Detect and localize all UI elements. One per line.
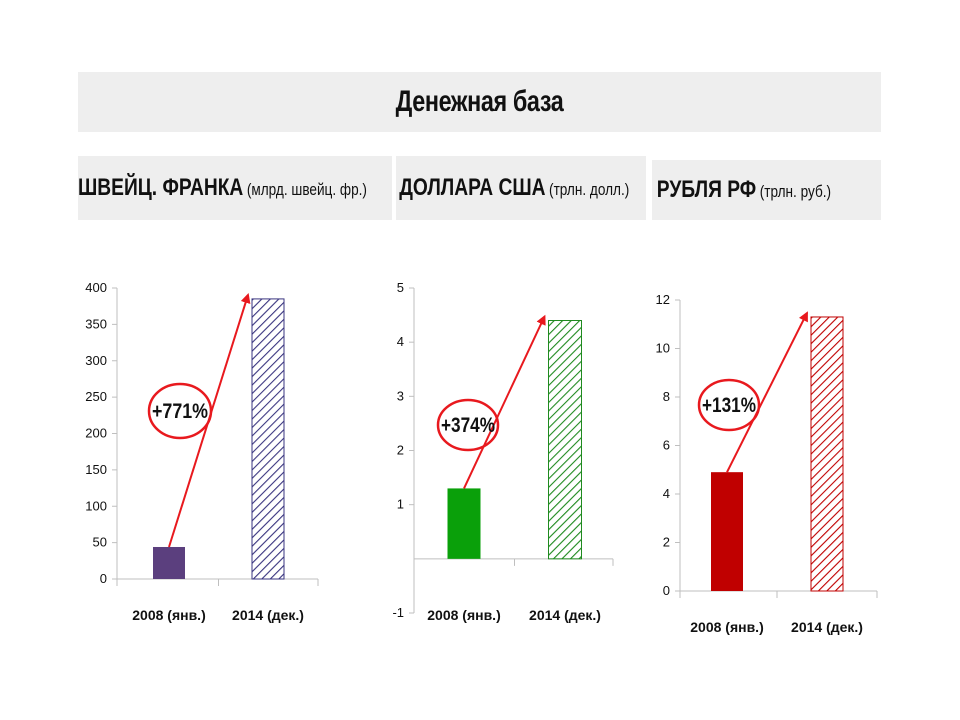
- chart-0-change-label: +771%: [152, 400, 208, 423]
- chart-2-y-tick-label: 12: [656, 292, 670, 307]
- chart-1-bar-0: [447, 488, 481, 559]
- chart-1-bar-1: [548, 320, 582, 560]
- chart-1-y-tick-label: 3: [397, 388, 404, 403]
- chart-2-y-tick-label: 2: [663, 535, 670, 550]
- chart-2-bar-0: [711, 472, 743, 591]
- header-dollar-unit: (трлн. долл.): [549, 180, 630, 199]
- chart-2-x-label: 2008 (янв.): [690, 619, 763, 635]
- header-dollar-label: ДОЛЛАРА США: [399, 174, 546, 201]
- chart-2-y-tick-label: 4: [663, 486, 670, 501]
- chart-1-change-label: +374%: [441, 414, 495, 437]
- header-dollar: ДОЛЛАРА США (трлн. долл.): [396, 156, 646, 220]
- header-franc-unit: (млрд. швейц. фр.): [246, 180, 367, 199]
- chart-1-y-tick-label: 2: [397, 443, 404, 458]
- header-franc-label: ШВЕЙЦ. ФРАНКА: [78, 174, 244, 201]
- chart-0-y-tick-label: 200: [85, 426, 107, 441]
- chart-2-growth-arrow: [726, 311, 808, 473]
- chart-0-x-label: 2014 (дек.): [232, 607, 304, 623]
- chart-0-y-tick-label: 0: [100, 571, 107, 586]
- chart-0-y-tick-label: 100: [85, 498, 107, 513]
- chart-0-bar-0: [153, 546, 185, 579]
- chart-1-change-ellipse: [436, 398, 500, 452]
- chart-0-y-tick-label: 250: [85, 389, 107, 404]
- chart-0-bar-1: [251, 298, 285, 580]
- chart-1-y-tick-label: -1: [392, 605, 404, 620]
- chart-0-x-label: 2008 (янв.): [132, 607, 205, 623]
- chart-2-y-tick-label: 0: [663, 583, 670, 598]
- chart-2-bar-1: [810, 316, 844, 592]
- chart-0-y-tick-label: 300: [85, 353, 107, 368]
- chart-0-y-tick-label: 400: [85, 280, 107, 295]
- chart-0-y-tick-label: 150: [85, 462, 107, 477]
- chart-1-x-label: 2008 (янв.): [427, 607, 500, 623]
- chart-1-x-label: 2014 (дек.): [529, 607, 601, 623]
- header-ruble: РУБЛЯ РФ (трлн. руб.): [652, 160, 881, 220]
- chart-1-y-tick-label: 5: [397, 280, 404, 295]
- chart-2-change-ellipse: [697, 378, 761, 432]
- title-band: Денежная база: [78, 72, 881, 132]
- header-ruble-unit: (трлн. руб.): [759, 182, 832, 201]
- chart-0-y-tick-label: 50: [93, 535, 107, 550]
- chart-1-growth-arrow: [463, 314, 546, 489]
- chart-2-y-tick-label: 10: [656, 341, 670, 356]
- chart-2-y-tick-label: 8: [663, 389, 670, 404]
- chart-2-change-label: +131%: [702, 394, 756, 417]
- chart-0-y-tick-label: 350: [85, 316, 107, 331]
- chart-2-y-tick-label: 6: [663, 438, 670, 453]
- header-franc: ШВЕЙЦ. ФРАНКА (млрд. швейц. фр.): [78, 156, 392, 220]
- chart-0-change-ellipse: [147, 382, 213, 440]
- page-title: Денежная база: [395, 85, 564, 118]
- chart-1-y-tick-label: 4: [397, 334, 404, 349]
- header-ruble-label: РУБЛЯ РФ: [656, 176, 757, 203]
- chart-2-x-label: 2014 (дек.): [791, 619, 863, 635]
- chart-1-y-tick-label: 1: [397, 497, 404, 512]
